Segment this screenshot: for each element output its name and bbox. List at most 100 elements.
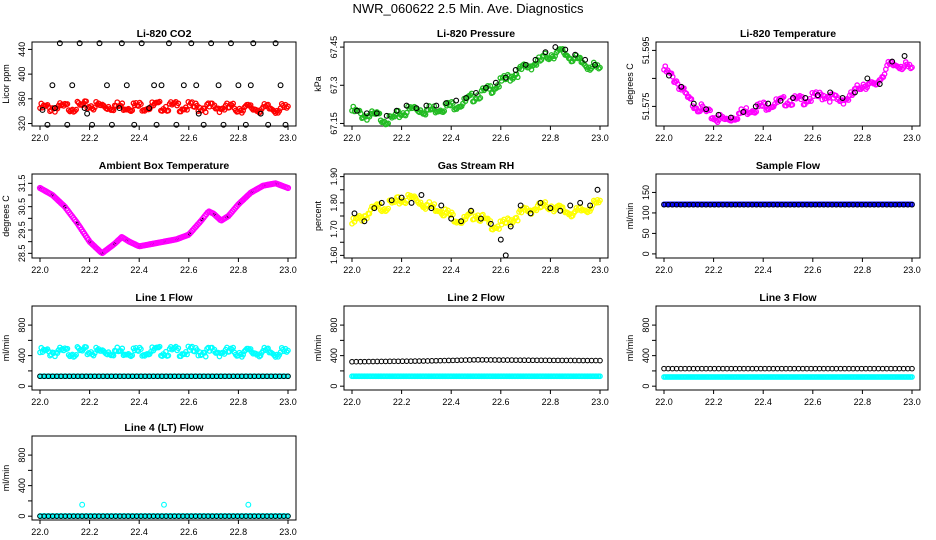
data-point bbox=[777, 97, 784, 104]
data-point bbox=[156, 98, 163, 105]
data-point bbox=[799, 94, 806, 100]
data-series bbox=[36, 180, 292, 257]
data-point bbox=[881, 71, 888, 77]
y-tick-label: 0 bbox=[17, 514, 27, 519]
y-tick-label: 31.5 bbox=[17, 175, 27, 193]
data-point bbox=[403, 102, 410, 109]
data-point bbox=[462, 98, 469, 105]
x-tick-label: 22.6 bbox=[180, 265, 198, 275]
plot-frame bbox=[343, 305, 609, 391]
data-point bbox=[428, 205, 435, 212]
x-tick-label: 23.0 bbox=[279, 265, 297, 275]
x-tick-label: 23.0 bbox=[279, 133, 297, 143]
y-tick-label: 400 bbox=[17, 348, 27, 363]
x-tick-label: 22.6 bbox=[492, 265, 510, 275]
data-point bbox=[478, 215, 484, 222]
chart-title: Line 2 Flow bbox=[447, 292, 505, 304]
y-tick-label: 67.45 bbox=[329, 36, 339, 59]
data-point bbox=[688, 96, 695, 102]
data-point bbox=[184, 351, 190, 358]
data-point bbox=[146, 105, 153, 112]
y-tick-label: 67.15 bbox=[329, 112, 339, 135]
data-point bbox=[909, 374, 915, 380]
data-point bbox=[864, 84, 870, 91]
plot-frame bbox=[31, 173, 297, 259]
chart-title: Line 1 Flow bbox=[135, 292, 193, 304]
data-point bbox=[901, 53, 908, 59]
x-tick-label: 22.6 bbox=[180, 397, 198, 407]
data-point bbox=[108, 121, 115, 128]
y-axis-label: ml/min bbox=[625, 203, 635, 230]
data-series bbox=[661, 365, 915, 372]
x-tick-label: 23.0 bbox=[903, 133, 921, 143]
data-point bbox=[703, 106, 710, 113]
x-tick-label: 22.6 bbox=[492, 133, 510, 143]
data-point bbox=[363, 110, 370, 117]
data-point bbox=[514, 217, 521, 224]
x-tick-label: 22.2 bbox=[81, 133, 99, 143]
data-point bbox=[165, 352, 172, 359]
x-tick-label: 22.6 bbox=[804, 397, 822, 407]
chart-panel: Li-820 Temperature degrees C 22.0 22.2 22.4 2… bbox=[625, 28, 921, 143]
data-point bbox=[138, 101, 144, 107]
data-point bbox=[39, 106, 46, 113]
x-tick-label: 22.2 bbox=[393, 397, 411, 407]
data-point bbox=[73, 351, 79, 358]
x-tick-label: 22.4 bbox=[754, 265, 772, 275]
data-point bbox=[808, 98, 814, 104]
data-point bbox=[453, 97, 460, 104]
data-point bbox=[443, 100, 450, 107]
data-point bbox=[669, 73, 676, 80]
data-series bbox=[37, 98, 291, 116]
y-axis-label: Licor ppm bbox=[1, 64, 11, 104]
data-point bbox=[468, 207, 474, 214]
data-point bbox=[230, 344, 237, 351]
data-point bbox=[158, 82, 165, 89]
data-point bbox=[589, 202, 596, 209]
data-point bbox=[587, 202, 594, 209]
data-point bbox=[285, 513, 291, 519]
x-tick-label: 22.8 bbox=[542, 133, 560, 143]
data-point bbox=[385, 205, 391, 212]
data-point bbox=[193, 82, 200, 89]
data-point bbox=[522, 61, 529, 68]
data-series bbox=[661, 374, 915, 380]
data-point bbox=[542, 49, 549, 56]
data-point bbox=[517, 202, 524, 209]
data-point bbox=[200, 121, 207, 128]
data-point bbox=[477, 218, 484, 225]
data-point bbox=[448, 215, 455, 222]
data-point bbox=[527, 210, 534, 217]
data-point bbox=[76, 40, 83, 47]
x-tick-label: 22.6 bbox=[180, 133, 198, 143]
data-series bbox=[37, 373, 291, 380]
data-point bbox=[489, 89, 496, 96]
y-tick-label: 30.5 bbox=[17, 198, 27, 216]
data-point bbox=[83, 344, 89, 350]
y-tick-label: 440 bbox=[17, 42, 27, 57]
x-tick-label: 22.4 bbox=[442, 133, 460, 143]
data-point bbox=[507, 223, 514, 230]
y-tick-label: 1.90 bbox=[329, 168, 339, 186]
data-point bbox=[715, 111, 722, 118]
data-point bbox=[477, 94, 484, 101]
data-point bbox=[151, 82, 158, 89]
data-point bbox=[245, 101, 251, 108]
data-point bbox=[79, 501, 86, 508]
chart-title: Line 3 Flow bbox=[759, 292, 817, 304]
data-point bbox=[156, 343, 163, 350]
y-axis-label: degrees C bbox=[625, 63, 635, 105]
data-point bbox=[161, 501, 167, 508]
y-tick-label: 800 bbox=[17, 318, 27, 333]
data-point bbox=[73, 106, 79, 113]
data-point bbox=[408, 199, 415, 206]
data-point bbox=[272, 40, 279, 47]
y-tick-label: 67.3 bbox=[329, 77, 339, 95]
data-point bbox=[597, 64, 603, 71]
data-point bbox=[463, 95, 470, 101]
data-point bbox=[588, 205, 595, 212]
data-point bbox=[514, 74, 521, 81]
data-point bbox=[582, 56, 589, 63]
plot-frame bbox=[31, 41, 297, 127]
